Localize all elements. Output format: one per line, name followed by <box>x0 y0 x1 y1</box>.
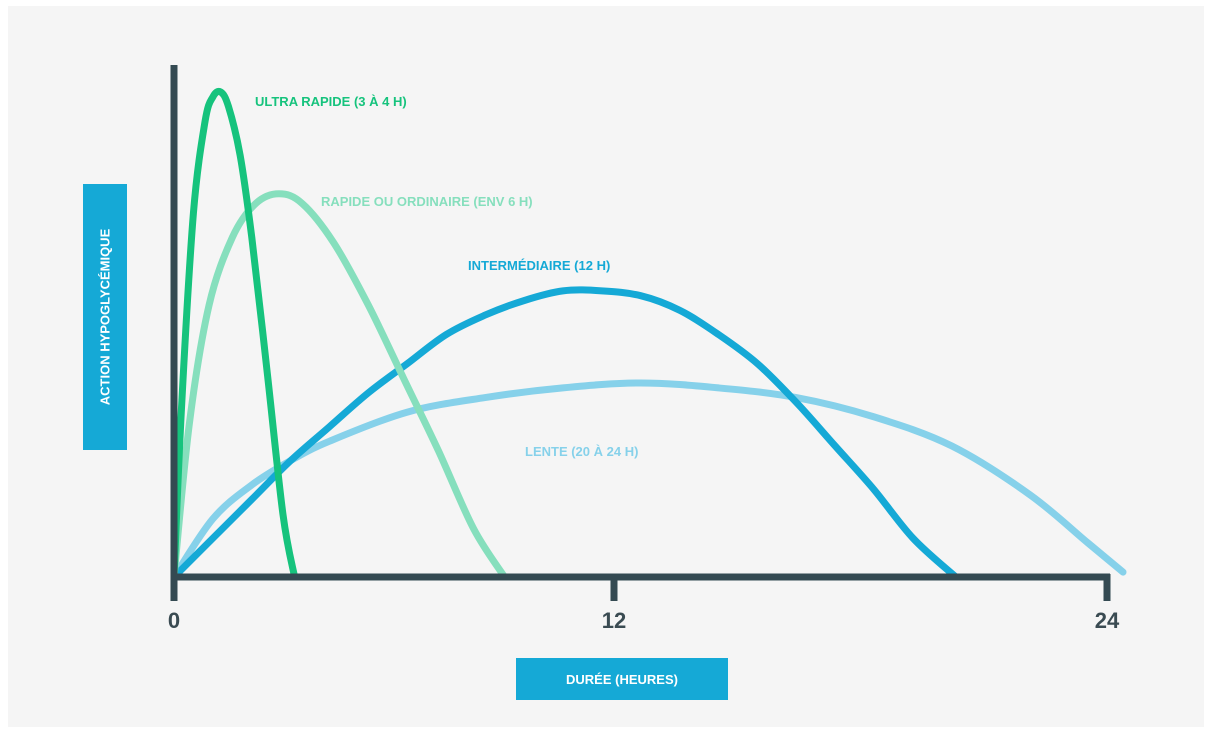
series-label-lente: LENTE (20 À 24 H) <box>525 444 638 459</box>
series-line-intermediaire <box>170 286 960 581</box>
series-label-intermediaire: INTERMÉDIAIRE (12 H) <box>468 258 610 273</box>
insulin-action-chart: 0 12 24 ULTRA RAPIDE (3 À 4 H) RAPIDE OU OR… <box>168 65 1127 633</box>
series-line-ultra-rapide <box>170 87 299 581</box>
tick-labels: 0 12 24 <box>168 608 1120 633</box>
series-labels: ULTRA RAPIDE (3 À 4 H) RAPIDE OU ORDINAIR… <box>255 94 638 459</box>
series-curves <box>170 87 1127 581</box>
y-axis-title: ACTION HYPOGLYCÉMIQUE <box>97 228 113 406</box>
x-tick-label-12: 12 <box>602 608 626 633</box>
axes <box>170 65 1111 601</box>
chart-panel: 0 12 24 ULTRA RAPIDE (3 À 4 H) RAPIDE OU OR… <box>8 6 1204 727</box>
x-axis-title: DURÉE (HEURES) <box>566 671 678 687</box>
series-label-ultra-rapide: ULTRA RAPIDE (3 À 4 H) <box>255 94 407 109</box>
y-axis-title-box: ACTION HYPOGLYCÉMIQUE <box>83 184 127 450</box>
series-label-rapide-ordinaire: RAPIDE OU ORDINAIRE (ENV 6 H) <box>321 194 533 209</box>
x-tick-label-0: 0 <box>168 608 180 633</box>
x-axis-title-box: DURÉE (HEURES) <box>516 658 728 700</box>
series-line-lente <box>170 379 1127 581</box>
series-line-rapide-ordinaire <box>170 190 509 581</box>
x-tick-label-24: 24 <box>1095 608 1120 633</box>
